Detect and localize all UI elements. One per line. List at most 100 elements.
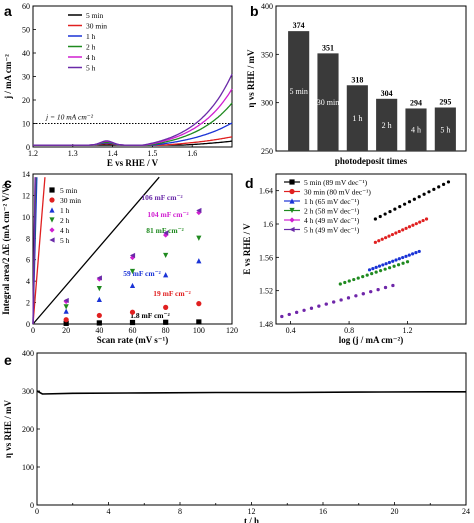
x-tick-label: 1.2 [403,326,413,335]
bar [346,85,368,151]
x-tick-label: 60 [129,326,137,335]
data-point [361,274,365,279]
bar-category-label: 5 min [289,87,307,96]
data-point [370,272,374,276]
panel-e: 0 4 8 12 16 20 24 0 100 200 300 400 t / h η vs RHE / … [3,349,470,523]
x-tick-label: 1.2 [28,149,38,158]
data-point [356,276,360,280]
data-point [129,282,136,289]
data-point [421,218,425,223]
data-point [196,207,202,214]
y-axis-label: Integral area/2 ΔE (mA cm⁻² V/V) [1,183,11,315]
data-point [392,264,396,268]
data-point [369,290,373,294]
bar [376,98,398,151]
data-point [427,190,431,194]
data-point [407,253,411,257]
legend-entry: 5 min [86,11,104,20]
y-tick-label: 60 [22,2,30,11]
bar-category-label: 4 h [411,126,421,135]
bar-category-label: 5 h [440,125,450,134]
data-point [387,234,391,238]
legend-entry: 2 h [60,216,70,225]
panel-label: a [4,3,12,19]
data-point [49,217,55,223]
data-point [163,230,169,236]
y-tick-label: 12 [22,191,30,200]
y-tick-label: 200 [22,425,34,434]
panel-label: d [245,175,254,191]
data-point [417,195,421,199]
fit-label: 106 mF cm⁻² [141,193,183,202]
y-tick-label: 250 [261,147,273,156]
data-point [49,187,55,193]
y-axis-label: E vs RHE / V [242,223,252,275]
data-point [347,279,351,283]
data-point [384,236,388,240]
data-point [401,261,405,265]
x-tick-label: 24 [462,507,470,516]
data-point [339,298,343,302]
data-point [49,207,55,213]
data-point [196,258,202,264]
bar-value-label: 294 [410,98,422,107]
y-axis-label: η vs RHE / mV [246,49,256,108]
fit-label: 104 mF cm⁻² [147,210,189,219]
data-point [371,267,375,271]
y-tick-label: 1.6 [263,220,273,229]
bar-value-label: 318 [351,75,363,84]
data-point [96,286,102,292]
y-axis-label: η vs RHE / mV [3,399,13,458]
data-point [163,304,169,310]
data-point [129,309,136,315]
data-point [338,282,342,286]
legend-entry: 30 min [60,196,81,205]
bar-value-label: 304 [381,89,393,98]
data-point [377,239,381,243]
legend-entry: 4 h (49 mV dec⁻¹) [304,216,360,225]
data-point [388,209,392,214]
series-line [33,102,233,146]
data-point [367,268,372,272]
data-point [414,222,418,226]
data-point [289,217,295,223]
legend-entry: 30 min (80 mV dec⁻¹) [304,188,371,197]
y-tick-label: 0 [26,143,30,152]
legend-entry: 5 h [86,64,96,73]
bar-value-label: 351 [322,43,334,52]
data-point [391,259,395,263]
data-point [289,179,295,185]
data-point [63,304,69,310]
data-point [393,207,397,211]
data-point [129,319,136,326]
panel-d: 0.4 0.8 1.2 1.48 1.52 1.56 1.6 1.64 log (j / mA … [242,173,467,345]
x-axis-label: t / h [244,516,259,523]
data-point [401,228,405,232]
fit-line [32,177,46,325]
y-tick-label: 50 [22,26,30,35]
panel-b: 250 300 350 400 η vs RHE / mV b photodeposit t… [246,2,467,166]
y-tick-label: 8 [26,234,30,243]
y-axis-label: j / mA cm⁻² [3,54,13,100]
x-tick-label: 20 [391,507,399,516]
data-point [404,226,408,230]
data-point [163,272,169,278]
data-point [417,249,421,254]
data-point [309,306,314,310]
data-point [422,192,426,196]
x-tick-label: 0.8 [344,326,354,335]
data-point [407,225,412,229]
data-point [432,187,436,191]
data-point [289,226,295,233]
data-point [129,254,136,261]
data-point [391,283,395,288]
x-tick-label: 1.6 [187,149,197,158]
data-point [380,237,384,241]
x-tick-label: 0 [35,507,39,516]
data-point [381,263,385,267]
y-tick-label: 100 [22,463,34,472]
data-point [377,264,382,268]
data-point [49,227,55,233]
data-point [396,263,401,267]
data-point [388,266,392,270]
